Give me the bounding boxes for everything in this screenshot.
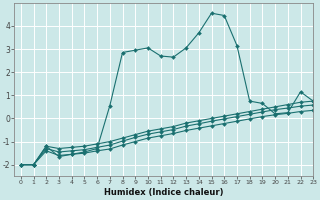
X-axis label: Humidex (Indice chaleur): Humidex (Indice chaleur): [104, 188, 224, 197]
